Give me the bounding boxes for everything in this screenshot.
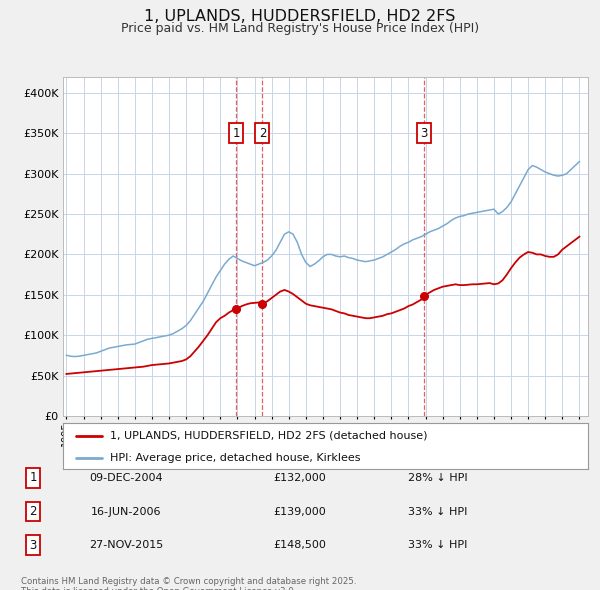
Text: 1, UPLANDS, HUDDERSFIELD, HD2 2FS: 1, UPLANDS, HUDDERSFIELD, HD2 2FS <box>145 9 455 24</box>
Text: 16-JUN-2006: 16-JUN-2006 <box>91 507 161 516</box>
Text: 28% ↓ HPI: 28% ↓ HPI <box>408 473 468 483</box>
Text: HPI: Average price, detached house, Kirklees: HPI: Average price, detached house, Kirk… <box>110 453 361 463</box>
Text: 1, UPLANDS, HUDDERSFIELD, HD2 2FS (detached house): 1, UPLANDS, HUDDERSFIELD, HD2 2FS (detac… <box>110 431 428 441</box>
Text: 1: 1 <box>29 471 37 484</box>
Text: 1: 1 <box>233 127 240 140</box>
Text: £148,500: £148,500 <box>274 540 326 550</box>
Text: £139,000: £139,000 <box>274 507 326 516</box>
Text: Contains HM Land Registry data © Crown copyright and database right 2025.
This d: Contains HM Land Registry data © Crown c… <box>21 577 356 590</box>
Text: 2: 2 <box>259 127 266 140</box>
Text: 33% ↓ HPI: 33% ↓ HPI <box>409 540 467 550</box>
Text: 27-NOV-2015: 27-NOV-2015 <box>89 540 163 550</box>
Text: 09-DEC-2004: 09-DEC-2004 <box>89 473 163 483</box>
Text: 3: 3 <box>421 127 428 140</box>
Text: Price paid vs. HM Land Registry's House Price Index (HPI): Price paid vs. HM Land Registry's House … <box>121 22 479 35</box>
Text: £132,000: £132,000 <box>274 473 326 483</box>
Text: 33% ↓ HPI: 33% ↓ HPI <box>409 507 467 516</box>
Text: 3: 3 <box>29 539 37 552</box>
Text: 2: 2 <box>29 505 37 518</box>
